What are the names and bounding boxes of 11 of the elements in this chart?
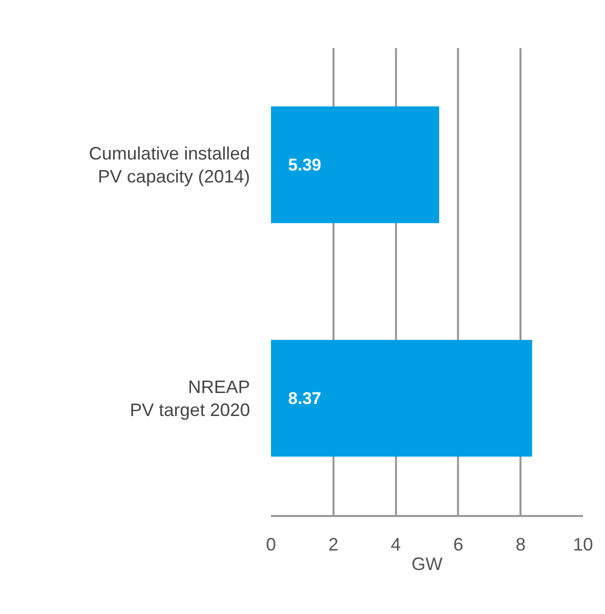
x-tick-label: 8 xyxy=(516,534,526,554)
x-tick-label: 2 xyxy=(328,534,338,554)
x-tick-label: 6 xyxy=(453,534,464,554)
x-tick-label: 10 xyxy=(572,534,594,554)
y-tick-label: NREAP PV target 2020 xyxy=(130,376,250,420)
y-tick-label: Cumulative installed PV capacity (2014) xyxy=(88,143,250,187)
data-label: 5.39 xyxy=(274,155,322,174)
x-axis-title: GW xyxy=(412,554,442,574)
data-label: 8.37 xyxy=(274,388,322,408)
x-tick-label: 4 xyxy=(390,534,401,554)
x-tick-label: 0 xyxy=(266,534,276,554)
